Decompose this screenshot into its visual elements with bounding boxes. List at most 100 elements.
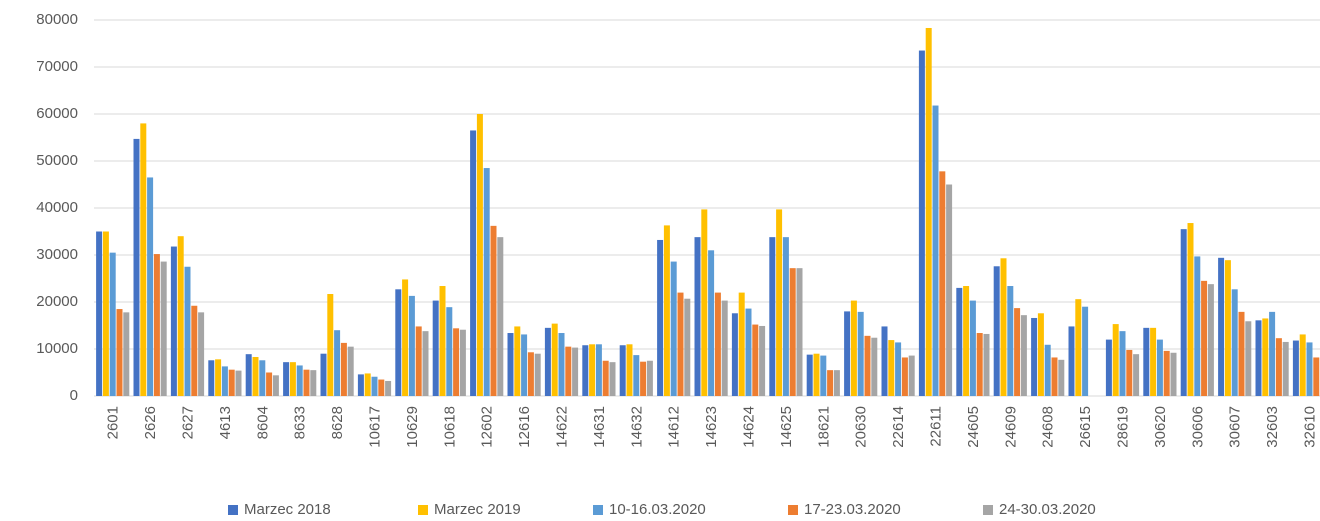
bar bbox=[833, 370, 840, 396]
bar bbox=[963, 286, 970, 396]
bar bbox=[507, 333, 514, 396]
x-tick-label: 2627 bbox=[179, 406, 196, 439]
bar bbox=[1020, 315, 1027, 396]
bar bbox=[1082, 306, 1089, 396]
bar bbox=[714, 292, 721, 396]
bar bbox=[558, 333, 565, 396]
x-tick-label: 24609 bbox=[1002, 406, 1019, 448]
y-tick-label: 50000 bbox=[36, 152, 78, 169]
bar bbox=[1112, 324, 1119, 396]
bar bbox=[191, 305, 198, 396]
x-tick-label: 20630 bbox=[853, 406, 870, 448]
bar bbox=[252, 356, 259, 396]
bar bbox=[96, 231, 103, 396]
bar bbox=[908, 355, 915, 396]
bar bbox=[476, 114, 483, 396]
bar bbox=[969, 300, 976, 396]
bar bbox=[245, 354, 252, 396]
bar bbox=[432, 300, 439, 396]
bar bbox=[1255, 320, 1262, 396]
bar bbox=[1037, 313, 1044, 396]
bar bbox=[133, 138, 140, 396]
bar bbox=[198, 312, 205, 396]
bar bbox=[572, 347, 579, 396]
bar bbox=[1031, 317, 1038, 396]
bar bbox=[527, 352, 534, 396]
x-tick-label: 4613 bbox=[217, 406, 234, 439]
bar bbox=[310, 370, 317, 396]
bar bbox=[993, 266, 1000, 396]
y-tick-label: 40000 bbox=[36, 199, 78, 216]
bar bbox=[408, 295, 415, 396]
bar bbox=[551, 323, 558, 396]
x-tick-label: 30620 bbox=[1152, 406, 1169, 448]
bar bbox=[235, 370, 242, 396]
x-tick-label: 28619 bbox=[1114, 406, 1131, 448]
bar bbox=[752, 324, 759, 396]
x-tick-label: 10629 bbox=[404, 406, 421, 448]
bar bbox=[415, 326, 422, 396]
bar bbox=[646, 360, 653, 396]
x-tick-label: 22611 bbox=[927, 406, 944, 447]
bar bbox=[1180, 229, 1187, 396]
x-tick-label: 14624 bbox=[740, 406, 757, 448]
y-tick-label: 0 bbox=[70, 387, 78, 404]
bar bbox=[534, 353, 541, 396]
bar bbox=[228, 369, 235, 396]
x-tick-label: 14632 bbox=[628, 406, 645, 448]
bar bbox=[459, 329, 466, 396]
bar bbox=[160, 261, 167, 396]
y-tick-label: 70000 bbox=[36, 58, 78, 75]
bar bbox=[738, 292, 745, 396]
x-tick-label: 14612 bbox=[666, 406, 683, 448]
bar bbox=[514, 326, 521, 396]
bar bbox=[1150, 327, 1157, 396]
bar bbox=[1163, 350, 1170, 396]
bar bbox=[633, 355, 640, 396]
bar bbox=[881, 326, 888, 396]
bar bbox=[327, 294, 334, 396]
bar bbox=[1292, 340, 1299, 396]
bar bbox=[589, 344, 596, 396]
bar bbox=[439, 286, 446, 396]
bar bbox=[497, 237, 504, 396]
bar bbox=[663, 225, 670, 396]
x-tick-label: 12602 bbox=[479, 406, 496, 448]
x-tick-label: 24608 bbox=[1040, 406, 1057, 448]
bar bbox=[470, 130, 477, 396]
bar bbox=[296, 365, 303, 396]
bar bbox=[769, 237, 776, 396]
y-tick-label: 60000 bbox=[36, 105, 78, 122]
bar bbox=[871, 337, 878, 396]
x-tick-label: 10618 bbox=[441, 406, 458, 448]
x-tick-label: 10617 bbox=[366, 406, 383, 448]
legend-swatch bbox=[418, 505, 428, 515]
bar bbox=[776, 209, 783, 396]
bar bbox=[640, 361, 647, 396]
bar bbox=[565, 346, 572, 396]
bar bbox=[109, 252, 116, 396]
bar bbox=[153, 254, 160, 396]
bar bbox=[677, 292, 684, 396]
bar bbox=[364, 373, 371, 396]
bar bbox=[340, 342, 347, 396]
bar bbox=[782, 237, 789, 396]
bar bbox=[1126, 349, 1133, 396]
bar bbox=[857, 311, 864, 396]
bar bbox=[796, 268, 803, 396]
bar bbox=[395, 289, 402, 396]
bar bbox=[983, 333, 990, 396]
bar bbox=[939, 171, 946, 396]
bar bbox=[1299, 334, 1306, 396]
legend-swatch bbox=[983, 505, 993, 515]
bar bbox=[1282, 341, 1289, 396]
bar bbox=[446, 307, 453, 396]
x-tick-label: 2601 bbox=[105, 406, 122, 439]
bar bbox=[272, 375, 279, 396]
bar bbox=[1194, 256, 1201, 396]
x-tick-label: 8604 bbox=[254, 406, 271, 439]
bar bbox=[170, 246, 177, 396]
legend-label: Marzec 2019 bbox=[434, 501, 521, 518]
bar bbox=[1014, 308, 1021, 396]
legend-label: 10-16.03.2020 bbox=[609, 501, 706, 518]
